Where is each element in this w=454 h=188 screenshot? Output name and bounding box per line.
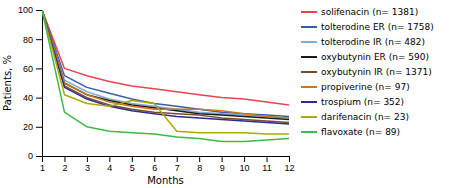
tick-label: 9 bbox=[220, 163, 225, 173]
legend-item: flavoxate (n= 89) bbox=[301, 127, 400, 137]
tick: 40 bbox=[23, 93, 42, 103]
legend-item: tolterodine IR (n= 482) bbox=[301, 37, 425, 47]
legend-item: trospium (n= 352) bbox=[301, 97, 404, 107]
legend-label: oxybutynin ER (n= 590) bbox=[321, 52, 429, 62]
legend-label: propiverine (n= 97) bbox=[321, 82, 410, 92]
series-line bbox=[42, 10, 289, 141]
tick: 8 bbox=[197, 156, 202, 173]
legend-label: darifenacin (n= 23) bbox=[321, 112, 409, 122]
tick-mark bbox=[36, 39, 42, 40]
tick-mark bbox=[87, 156, 88, 162]
tick-label: 12 bbox=[284, 163, 294, 173]
tick-label: 5 bbox=[130, 163, 135, 173]
tick-label: 1 bbox=[40, 163, 45, 173]
y-axis-title: Patients, % bbox=[2, 55, 13, 111]
tick: 9 bbox=[220, 156, 225, 173]
tick-label: 4 bbox=[107, 163, 112, 173]
legend-item: darifenacin (n= 23) bbox=[301, 112, 409, 122]
legend-swatch bbox=[301, 26, 317, 28]
series-line bbox=[42, 10, 289, 122]
tick-label: 80 bbox=[23, 35, 33, 45]
series-line bbox=[42, 10, 289, 124]
tick: 4 bbox=[107, 156, 112, 173]
tick: 7 bbox=[175, 156, 180, 173]
legend-swatch bbox=[301, 56, 317, 58]
tick: 5 bbox=[130, 156, 135, 173]
tick-label: 11 bbox=[262, 163, 271, 173]
tick-label: 6 bbox=[152, 163, 157, 173]
tick-label: 20 bbox=[23, 122, 33, 132]
legend-item: solifenacin (n= 1381) bbox=[301, 7, 418, 17]
axis-line bbox=[36, 11, 43, 157]
tick-mark bbox=[36, 156, 42, 157]
legend-label: solifenacin (n= 1381) bbox=[321, 7, 418, 17]
tick-label: 8 bbox=[197, 163, 202, 173]
tick: 12 bbox=[284, 156, 294, 173]
axis-line bbox=[43, 157, 290, 163]
legend-swatch bbox=[301, 41, 317, 43]
legend-item: tolterodine ER (n= 1758) bbox=[301, 22, 434, 32]
tick-label: 60 bbox=[23, 64, 33, 74]
tick-mark bbox=[36, 98, 42, 99]
legend: solifenacin (n= 1381) tolterodine ER (n= … bbox=[301, 7, 434, 137]
tick-mark bbox=[244, 156, 245, 162]
tick: 10 bbox=[240, 156, 250, 173]
series-line bbox=[42, 10, 289, 118]
tick-label: 2 bbox=[62, 163, 67, 173]
tick-mark bbox=[109, 156, 110, 162]
legend-swatch bbox=[301, 11, 317, 13]
series-line bbox=[42, 10, 289, 134]
tick-mark bbox=[177, 156, 178, 162]
legend-label: tolterodine ER (n= 1758) bbox=[321, 22, 434, 32]
tick-mark bbox=[267, 156, 268, 162]
tick: 3 bbox=[85, 156, 90, 173]
chart-svg: 123456789101112020406080100MonthsPatient… bbox=[0, 0, 454, 188]
legend-swatch bbox=[301, 71, 317, 73]
tick-mark bbox=[36, 68, 42, 69]
tick: 0 bbox=[28, 151, 42, 161]
tick: 100 bbox=[18, 5, 42, 15]
y-axis: 0 20 40 60 80 100 bbox=[18, 5, 43, 161]
tick-label: 7 bbox=[175, 163, 180, 173]
lines bbox=[42, 10, 289, 141]
tick-label: 0 bbox=[28, 151, 33, 161]
tick-mark bbox=[154, 156, 155, 162]
series-line bbox=[42, 10, 289, 118]
x-axis-title: Months bbox=[147, 175, 184, 186]
tick-label: 3 bbox=[85, 163, 90, 173]
legend-label: trospium (n= 352) bbox=[321, 97, 404, 107]
legend-item: oxybutynin IR (n= 1371) bbox=[301, 67, 432, 77]
tick-mark bbox=[289, 156, 290, 162]
legend-swatch bbox=[301, 101, 317, 103]
tick: 11 bbox=[262, 156, 271, 173]
legend-swatch bbox=[301, 86, 317, 88]
legend-swatch bbox=[301, 131, 317, 133]
series-line bbox=[42, 10, 289, 120]
tick: 2 bbox=[62, 156, 67, 173]
tick-mark bbox=[36, 10, 42, 11]
tick-label: 100 bbox=[18, 5, 33, 15]
tick: 6 bbox=[152, 156, 157, 173]
legend-label: flavoxate (n= 89) bbox=[321, 127, 400, 137]
tick-mark bbox=[222, 156, 223, 162]
tick-label: 40 bbox=[23, 93, 33, 103]
tick: 80 bbox=[23, 35, 42, 45]
tick-mark bbox=[132, 156, 133, 162]
tick-label: 10 bbox=[240, 163, 250, 173]
legend-item: oxybutynin ER (n= 590) bbox=[301, 52, 429, 62]
chart-container: 123456789101112020406080100MonthsPatient… bbox=[0, 0, 454, 188]
x-axis: 123456789101112 bbox=[40, 156, 295, 173]
tick: 20 bbox=[23, 122, 42, 132]
plot: 123456789101112020406080100 bbox=[18, 5, 295, 173]
tick-mark bbox=[64, 156, 65, 162]
legend-item: propiverine (n= 97) bbox=[301, 82, 410, 92]
legend-swatch bbox=[301, 116, 317, 118]
tick: 1 bbox=[40, 156, 45, 173]
tick-mark bbox=[36, 127, 42, 128]
legend-label: oxybutynin IR (n= 1371) bbox=[321, 67, 432, 77]
tick-mark bbox=[199, 156, 200, 162]
tick: 60 bbox=[23, 64, 42, 74]
legend-label: tolterodine IR (n= 482) bbox=[321, 37, 425, 47]
